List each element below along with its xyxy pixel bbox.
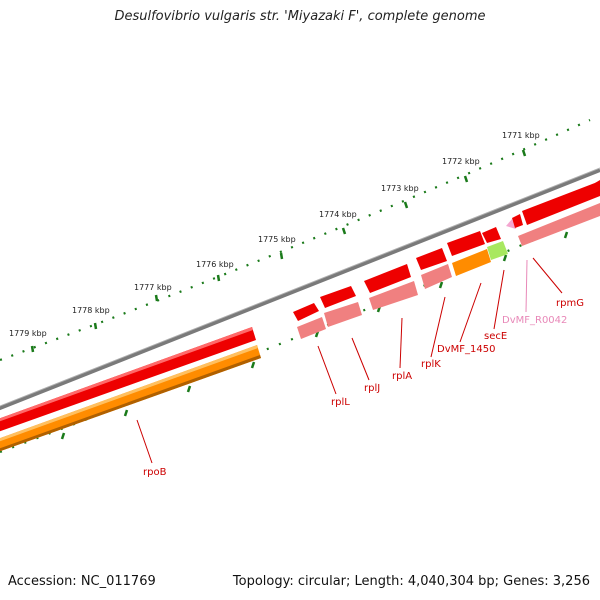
feature-secE-cds[interactable]: [482, 227, 501, 243]
label-dvmf1450[interactable]: DvMF_1450: [437, 344, 495, 355]
callout-rpoB: [136, 419, 153, 464]
feature-secE-gene[interactable]: [487, 241, 508, 260]
scale-label-1776: 1776 kbp: [196, 260, 234, 269]
feature-rplJ-cds[interactable]: [320, 286, 356, 308]
label-r0042[interactable]: DvMF_R0042: [502, 315, 567, 326]
tick-1776: [216, 274, 221, 282]
tick-1778: [93, 322, 98, 330]
scale-label-1773: 1773 kbp: [381, 184, 419, 193]
feature-rpmG-cds-small[interactable]: [512, 214, 523, 228]
label-rplA[interactable]: rplA: [392, 371, 412, 382]
feature-edge-cds[interactable]: [595, 180, 600, 192]
label-rpoB[interactable]: rpoB: [143, 467, 167, 478]
gene-labels: rpoB rplL rplJ rplA rplK DvMF_1450 secE …: [143, 298, 584, 478]
tick-1772: [463, 175, 469, 183]
feature-rplL-cds[interactable]: [293, 303, 319, 321]
scale-label-1777: 1777 kbp: [134, 283, 172, 292]
feature-rplK-gene[interactable]: [421, 264, 452, 289]
feature-rpmG-cds[interactable]: [522, 181, 600, 225]
tick-1779: [30, 345, 35, 353]
feature-dvmf1450-gene[interactable]: [452, 249, 491, 276]
feature-rplL-gene[interactable]: [297, 317, 326, 339]
genome-backbone: [0, 168, 600, 411]
label-rplJ[interactable]: rplJ: [364, 383, 380, 394]
label-rplK[interactable]: rplK: [421, 359, 441, 370]
callout-dvmf1450: [459, 282, 482, 343]
label-secE[interactable]: secE: [484, 331, 507, 342]
scale-label-1774: 1774 kbp: [319, 210, 357, 219]
feature-dvmf1450-cds[interactable]: [447, 231, 485, 256]
feature-rpoB-cds[interactable]: [0, 327, 256, 433]
feature-rpoB-gene[interactable]: [0, 345, 261, 453]
callout-rplA: [399, 317, 403, 369]
scale-label-1779: 1779 kbp: [9, 329, 47, 338]
callout-rplK: [430, 296, 446, 358]
scale-label-1771: 1771 kbp: [502, 131, 540, 140]
tick-1777: [154, 294, 159, 302]
scale-label-1772: 1772 kbp: [442, 157, 480, 166]
scale-major-ticks: [30, 149, 527, 353]
genome-summary-text: Topology: circular; Length: 4,040,304 bp…: [232, 574, 590, 589]
callout-rpmG: [532, 257, 563, 294]
feature-rpmG-gene[interactable]: [518, 203, 600, 246]
callout-rplL: [317, 345, 337, 395]
feature-rplA-cds[interactable]: [364, 264, 411, 293]
accession-text: Accession: NC_011769: [8, 574, 156, 589]
label-rplL[interactable]: rplL: [331, 397, 350, 408]
callout-rplJ: [351, 337, 370, 381]
callout-r0042: [525, 259, 528, 313]
callout-secE: [493, 269, 505, 330]
page-title: Desulfovibrio vulgaris str. 'Miyazaki F'…: [114, 9, 486, 24]
feature-rplA-gene[interactable]: [369, 281, 418, 310]
feature-r0042[interactable]: [506, 219, 516, 229]
tick-1774: [341, 227, 347, 235]
tick-1771: [521, 149, 527, 157]
label-rpmG[interactable]: rpmG: [556, 298, 584, 309]
gene-callouts: [136, 257, 563, 464]
feature-rplK-cds[interactable]: [416, 248, 447, 270]
tick-1775: [279, 252, 284, 260]
scale-label-1778: 1778 kbp: [72, 306, 110, 315]
feature-rplJ-gene[interactable]: [324, 302, 362, 327]
scale-labels: 1771 kbp 1772 kbp 1773 kbp 1774 kbp 1775…: [9, 131, 540, 338]
tick-1773: [403, 201, 409, 209]
scale-label-1775: 1775 kbp: [258, 235, 296, 244]
